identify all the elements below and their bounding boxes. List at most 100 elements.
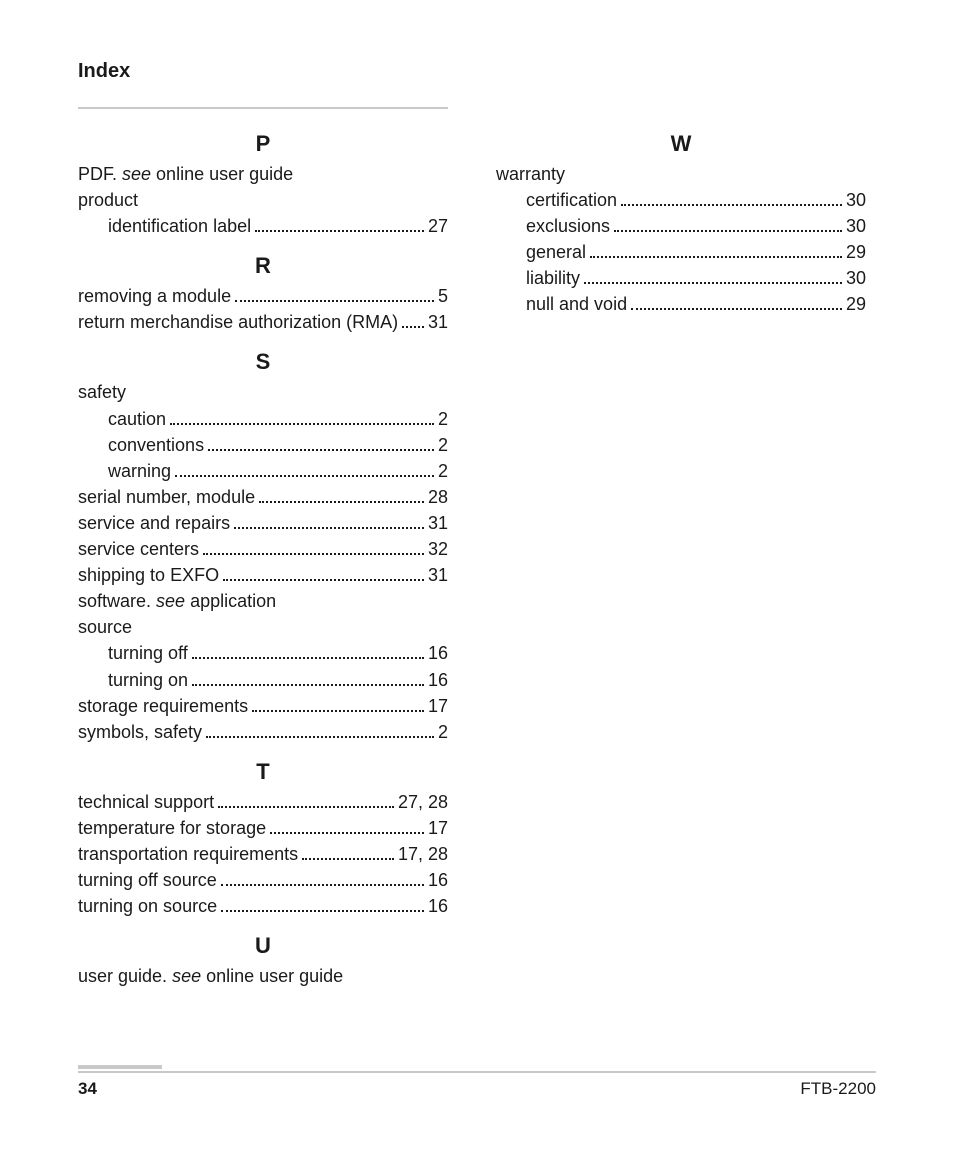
index-entry-label: conventions [108, 432, 204, 458]
leader-dots [255, 216, 424, 232]
index-entry-page: 30 [846, 265, 866, 291]
section-letter: T [78, 759, 448, 785]
index-page: Index PPDF. see online user guideproduct… [0, 0, 954, 989]
index-entry-text: source [78, 617, 132, 637]
index-entry-label: service centers [78, 536, 199, 562]
index-entry-page: 16 [428, 893, 448, 919]
index-entry-label: certification [526, 187, 617, 213]
index-entry-text: warranty [496, 164, 565, 184]
index-entry-label: warning [108, 458, 171, 484]
leader-dots [259, 487, 424, 503]
index-entry-text: user guide. [78, 966, 172, 986]
index-entry: turning off source16 [78, 867, 448, 893]
index-subentry: general 29 [496, 239, 866, 265]
index-entry-page: 17 [428, 693, 448, 719]
index-entry-label: removing a module [78, 283, 231, 309]
index-subentry: turning off16 [78, 640, 448, 666]
index-entry-text: safety [78, 382, 126, 402]
index-entry-page: 31 [428, 562, 448, 588]
index-entry: temperature for storage17 [78, 815, 448, 841]
footer-rule-short [78, 1065, 162, 1069]
index-entry-text: see [172, 966, 201, 986]
index-entry-page: 29 [846, 239, 866, 265]
leader-dots [614, 216, 842, 232]
index-entry-text: PDF. [78, 164, 122, 184]
index-entry-label: serial number, module [78, 484, 255, 510]
index-subentry: conventions 2 [78, 432, 448, 458]
index-columns: PPDF. see online user guideproductidenti… [78, 131, 876, 989]
index-entry-text: online user guide [201, 966, 343, 986]
leader-dots [621, 190, 842, 206]
index-entry-label: turning off [108, 640, 188, 666]
index-entry: service and repairs 31 [78, 510, 448, 536]
index-entry-page: 31 [428, 510, 448, 536]
leader-dots [170, 408, 434, 424]
index-entry-label: shipping to EXFO [78, 562, 219, 588]
index-subentry: liability 30 [496, 265, 866, 291]
index-entry: serial number, module28 [78, 484, 448, 510]
leader-dots [302, 844, 394, 860]
index-entry-label: turning off source [78, 867, 217, 893]
leader-dots [223, 565, 424, 581]
section-letter: U [78, 933, 448, 959]
index-entry-label: transportation requirements [78, 841, 298, 867]
title-rule [78, 107, 448, 109]
index-subentry: certification30 [496, 187, 866, 213]
index-entry-label: symbols, safety [78, 719, 202, 745]
leader-dots [218, 792, 394, 808]
index-entry: product [78, 187, 448, 213]
index-subentry: turning on16 [78, 667, 448, 693]
index-entry-page: 2 [438, 432, 448, 458]
index-entry: safety [78, 379, 448, 405]
index-entry-text: see [122, 164, 151, 184]
index-subentry: warning2 [78, 458, 448, 484]
footer-rule-long [78, 1071, 876, 1073]
index-subentry: exclusions 30 [496, 213, 866, 239]
index-entry-label: storage requirements [78, 693, 248, 719]
leader-dots [590, 242, 842, 258]
index-entry-label: null and void [526, 291, 627, 317]
leader-dots [631, 294, 842, 310]
index-entry-label: turning on [108, 667, 188, 693]
index-entry: source [78, 614, 448, 640]
index-subentry: null and void29 [496, 291, 866, 317]
leader-dots [221, 870, 424, 886]
index-entry-label: technical support [78, 789, 214, 815]
index-entry-label: exclusions [526, 213, 610, 239]
index-entry-text: product [78, 190, 138, 210]
index-entry: turning on source 16 [78, 893, 448, 919]
index-entry-text: application [185, 591, 276, 611]
index-entry-page: 30 [846, 213, 866, 239]
index-entry: symbols, safety2 [78, 719, 448, 745]
leader-dots [402, 312, 424, 328]
index-entry-page: 27 [428, 213, 448, 239]
page-footer: 34 FTB-2200 [78, 1065, 876, 1099]
index-column: Wwarrantycertification30exclusions30gene… [496, 131, 866, 989]
leader-dots [270, 818, 424, 834]
leader-dots [221, 896, 424, 912]
index-entry: storage requirements 17 [78, 693, 448, 719]
index-entry-page: 17, 28 [398, 841, 448, 867]
index-entry: transportation requirements 17, 28 [78, 841, 448, 867]
index-entry-page: 2 [438, 406, 448, 432]
index-entry-text: online user guide [151, 164, 293, 184]
index-entry: user guide. see online user guide [78, 963, 448, 989]
index-entry-label: general [526, 239, 586, 265]
index-entry: technical support27, 28 [78, 789, 448, 815]
section-letter: P [78, 131, 448, 157]
index-entry-label: service and repairs [78, 510, 230, 536]
index-entry-text: see [156, 591, 185, 611]
leader-dots [235, 286, 434, 302]
footer-page-number: 34 [78, 1079, 97, 1099]
section-letter: R [78, 253, 448, 279]
index-entry: warranty [496, 161, 866, 187]
index-entry: shipping to EXFO 31 [78, 562, 448, 588]
index-entry: PDF. see online user guide [78, 161, 448, 187]
index-subentry: caution2 [78, 406, 448, 432]
index-entry-page: 17 [428, 815, 448, 841]
leader-dots [584, 268, 842, 284]
index-entry-label: liability [526, 265, 580, 291]
footer-doc-id: FTB-2200 [800, 1079, 876, 1099]
index-entry-page: 5 [438, 283, 448, 309]
index-entry-label: turning on source [78, 893, 217, 919]
